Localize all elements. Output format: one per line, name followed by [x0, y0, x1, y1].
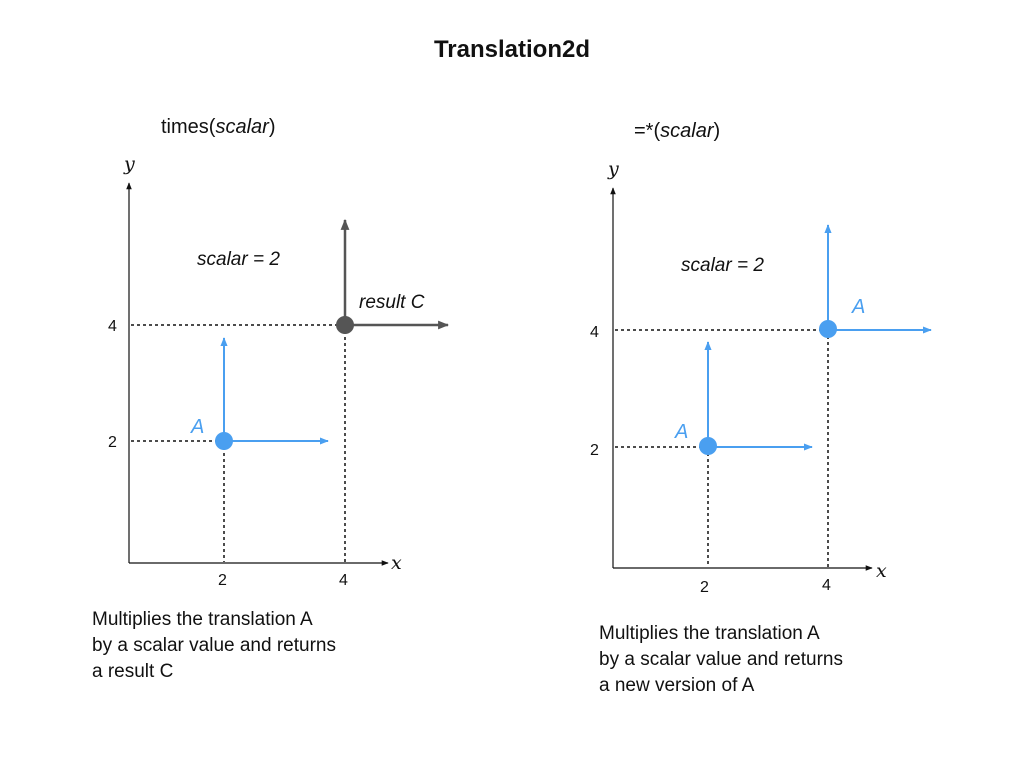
left-heading: times(scalar) [161, 116, 275, 139]
left-tick-x2: 2 [218, 572, 227, 589]
right-result-label: A [851, 296, 865, 318]
left-result-label: result C [359, 292, 425, 313]
left-description-line: a result C [92, 661, 174, 682]
right-tick-x4: 4 [822, 577, 831, 594]
right-tick-y2: 2 [590, 442, 599, 459]
right-x-axis-label: x [876, 560, 887, 582]
right-point-a [699, 437, 717, 455]
right-y-axis-label: y [607, 158, 619, 180]
right-diagram: x y 4 2 2 4 A A scalar = 2 [590, 158, 932, 596]
right-scalar-label: scalar = 2 [681, 255, 764, 276]
left-heading-prefix: times( [161, 116, 216, 138]
left-tick-x4: 4 [339, 572, 348, 589]
left-diagram: x y 4 2 2 4 A result C scalar = 2 [108, 153, 450, 589]
left-tick-y2: 2 [108, 434, 117, 451]
left-description-line: by a scalar value and returns [92, 635, 336, 656]
right-tick-x2: 2 [700, 579, 709, 596]
right-heading: =*(scalar) [634, 120, 720, 143]
right-heading-suffix: ) [713, 120, 721, 142]
left-description-line: Multiplies the translation A [92, 609, 313, 630]
right-heading-arg: scalar [660, 120, 714, 142]
left-scalar-label: scalar = 2 [197, 249, 280, 270]
right-heading-prefix: =*( [634, 120, 661, 142]
right-description-line: Multiplies the translation A [599, 623, 820, 644]
right-description: Multiplies the translation A by a scalar… [599, 621, 843, 699]
left-tick-y4: 4 [108, 318, 117, 335]
left-description: Multiplies the translation A by a scalar… [92, 607, 336, 685]
left-y-axis-label: y [123, 153, 135, 175]
left-heading-arg: scalar [215, 116, 269, 138]
left-point-a-label: A [190, 416, 204, 438]
right-tick-y4: 4 [590, 324, 599, 341]
right-description-line: a new version of A [599, 675, 755, 696]
left-heading-suffix: ) [268, 116, 276, 138]
page-title: Translation2d [433, 36, 591, 63]
right-description-line: by a scalar value and returns [599, 649, 843, 670]
right-point-new-a [819, 320, 837, 338]
left-point-a [215, 432, 233, 450]
left-x-axis-label: x [391, 552, 402, 574]
left-point-c [336, 316, 354, 334]
right-point-a-label: A [674, 421, 688, 443]
